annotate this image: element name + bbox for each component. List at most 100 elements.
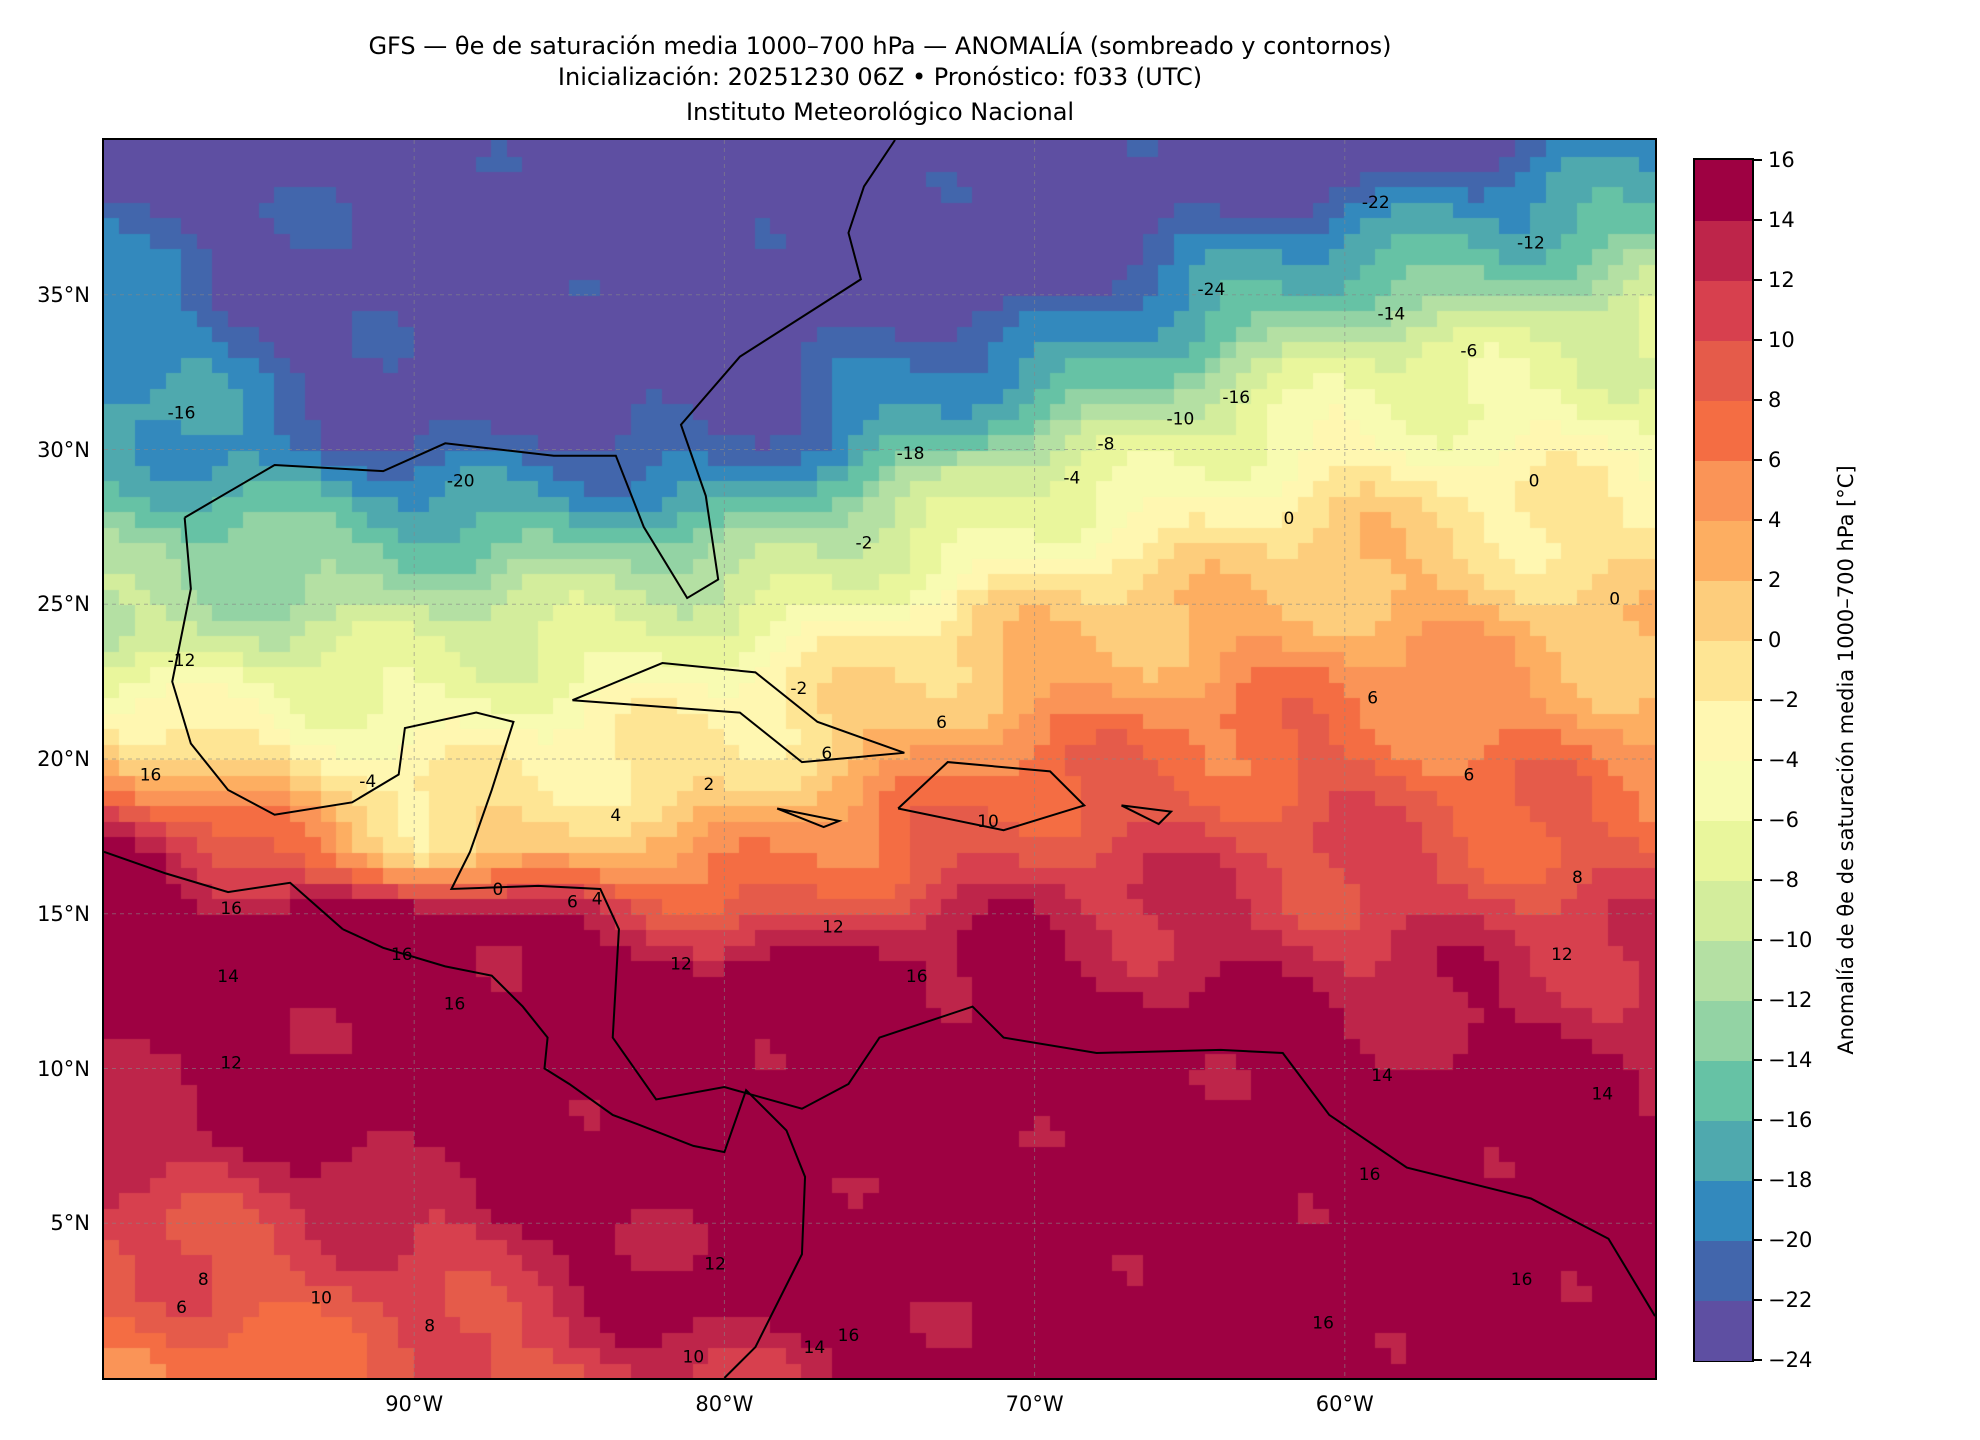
colorbar-segment bbox=[1695, 1000, 1752, 1061]
coastline bbox=[184, 140, 896, 600]
coastline bbox=[1121, 804, 1174, 826]
contour-label: -14 bbox=[1377, 305, 1405, 325]
colorbar-tick-mark bbox=[1754, 279, 1762, 281]
colorbar-segment bbox=[1695, 1120, 1752, 1181]
contour-label: 6 bbox=[176, 1298, 187, 1318]
chart-title: GFS — θe de saturación media 1000–700 hP… bbox=[368, 32, 1392, 60]
colorbar-tick-mark bbox=[1754, 579, 1762, 581]
contour-label: -4 bbox=[359, 772, 376, 792]
colorbar-tick-mark bbox=[1754, 939, 1762, 941]
contour-label: -24 bbox=[1198, 280, 1226, 300]
colorbar-segment bbox=[1695, 580, 1752, 641]
coastline bbox=[897, 761, 1087, 832]
contour-label: 8 bbox=[424, 1317, 435, 1337]
colorbar-segment bbox=[1695, 160, 1752, 221]
colorbar-tick-mark bbox=[1754, 699, 1762, 701]
colorbar-tick-label: −8 bbox=[1768, 868, 1799, 892]
contour-label: 4 bbox=[610, 806, 621, 826]
contour-label: 12 bbox=[220, 1054, 242, 1074]
contour-label: 14 bbox=[804, 1338, 826, 1358]
colorbar-segment bbox=[1695, 340, 1752, 401]
colorbar-tick-label: −12 bbox=[1768, 988, 1813, 1012]
x-tick-label: 80°W bbox=[695, 1392, 754, 1416]
colorbar-tick-mark bbox=[1754, 879, 1762, 881]
chart-subtitle-institution: Instituto Meteorológico Nacional bbox=[685, 98, 1075, 126]
colorbar-tick-mark bbox=[1754, 519, 1762, 521]
coastline bbox=[104, 850, 344, 930]
colorbar-tick-label: 6 bbox=[1768, 448, 1782, 472]
colorbar-tick-mark bbox=[1754, 1299, 1762, 1301]
contour-label: 16 bbox=[140, 766, 162, 786]
contour-label: -10 bbox=[1167, 410, 1195, 430]
colorbar-segment bbox=[1695, 520, 1752, 581]
colorbar-tick-mark bbox=[1754, 999, 1762, 1001]
contour-label: 14 bbox=[217, 967, 239, 987]
colorbar-tick-label: 16 bbox=[1768, 148, 1795, 172]
colorbar-segment bbox=[1695, 1060, 1752, 1121]
colorbar-tick-label: −6 bbox=[1768, 808, 1799, 832]
colorbar-tick-label: −4 bbox=[1768, 748, 1799, 772]
colorbar-tick-label: 8 bbox=[1768, 388, 1782, 412]
colorbar-tick-mark bbox=[1754, 819, 1762, 821]
contour-label: 6 bbox=[821, 744, 832, 764]
colorbar-tick-label: −18 bbox=[1768, 1168, 1813, 1192]
contour-label: 10 bbox=[977, 812, 999, 832]
y-tick-label: 25°N bbox=[37, 592, 90, 617]
colorbar-tick-mark bbox=[1754, 1239, 1762, 1241]
colorbar bbox=[1693, 158, 1754, 1362]
colorbar-tick-mark bbox=[1754, 639, 1762, 641]
colorbar-tick-label: 12 bbox=[1768, 268, 1795, 292]
coastline bbox=[572, 662, 905, 764]
contour-label: 6 bbox=[936, 713, 947, 733]
colorbar-tick-label: −10 bbox=[1768, 928, 1813, 952]
y-tick-label: 5°N bbox=[50, 1211, 90, 1236]
contour-label: 0 bbox=[1609, 589, 1620, 609]
contour-label: -12 bbox=[1517, 233, 1545, 253]
colorbar-segment bbox=[1695, 1180, 1752, 1241]
colorbar-tick-label: 0 bbox=[1768, 628, 1782, 652]
colorbar-tick-mark bbox=[1754, 759, 1762, 761]
colorbar-tick-label: 14 bbox=[1768, 208, 1795, 232]
colorbar-segment bbox=[1695, 1240, 1752, 1301]
colorbar-tick-mark bbox=[1754, 339, 1762, 341]
colorbar-tick-label: 4 bbox=[1768, 508, 1782, 532]
contour-label: 2 bbox=[703, 775, 714, 795]
contour-label: -2 bbox=[856, 534, 873, 554]
colorbar-segment bbox=[1695, 220, 1752, 281]
contour-label: -4 bbox=[1063, 469, 1080, 489]
contour-label: 12 bbox=[822, 917, 844, 937]
chart-subtitle-init: Inicialización: 20251230 06Z • Pronóstic… bbox=[557, 63, 1203, 91]
coastline bbox=[776, 807, 843, 829]
colorbar-label: Anomalía de θe de saturación media 1000–… bbox=[1834, 465, 1858, 1055]
contour-label: 10 bbox=[310, 1289, 332, 1309]
colorbar-segment bbox=[1695, 640, 1752, 701]
contour-label: -16 bbox=[1222, 388, 1250, 408]
contour-label: 10 bbox=[683, 1348, 705, 1368]
contour-label: 14 bbox=[1591, 1084, 1613, 1104]
colorbar-segment bbox=[1695, 400, 1752, 461]
colorbar-tick-mark bbox=[1754, 1059, 1762, 1061]
colorbar-tick-mark bbox=[1754, 219, 1762, 221]
colorbar-segment bbox=[1695, 700, 1752, 761]
colorbar-segment bbox=[1695, 940, 1752, 1001]
colorbar-tick-mark bbox=[1754, 1359, 1762, 1361]
contour-label: 0 bbox=[1284, 509, 1295, 529]
contour-label: 12 bbox=[670, 954, 692, 974]
contour-label: 16 bbox=[220, 899, 242, 919]
contour-label: 16 bbox=[391, 945, 413, 965]
x-tick-label: 70°W bbox=[1005, 1392, 1064, 1416]
contour-label: -18 bbox=[897, 444, 925, 464]
coastline bbox=[171, 517, 1655, 1317]
y-tick-label: 30°N bbox=[37, 437, 90, 462]
contour-label: 4 bbox=[592, 889, 603, 909]
contour-label: 16 bbox=[906, 967, 928, 987]
colorbar-segment bbox=[1695, 820, 1752, 881]
contour-label: 16 bbox=[1511, 1270, 1533, 1290]
colorbar-tick-mark bbox=[1754, 1179, 1762, 1181]
colorbar-tick-mark bbox=[1754, 459, 1762, 461]
contour-label: 16 bbox=[1359, 1165, 1381, 1185]
x-tick-label: 90°W bbox=[385, 1392, 444, 1416]
contour-label: -12 bbox=[168, 651, 196, 671]
colorbar-tick-label: −22 bbox=[1768, 1288, 1813, 1312]
colorbar-tick-mark bbox=[1754, 1119, 1762, 1121]
